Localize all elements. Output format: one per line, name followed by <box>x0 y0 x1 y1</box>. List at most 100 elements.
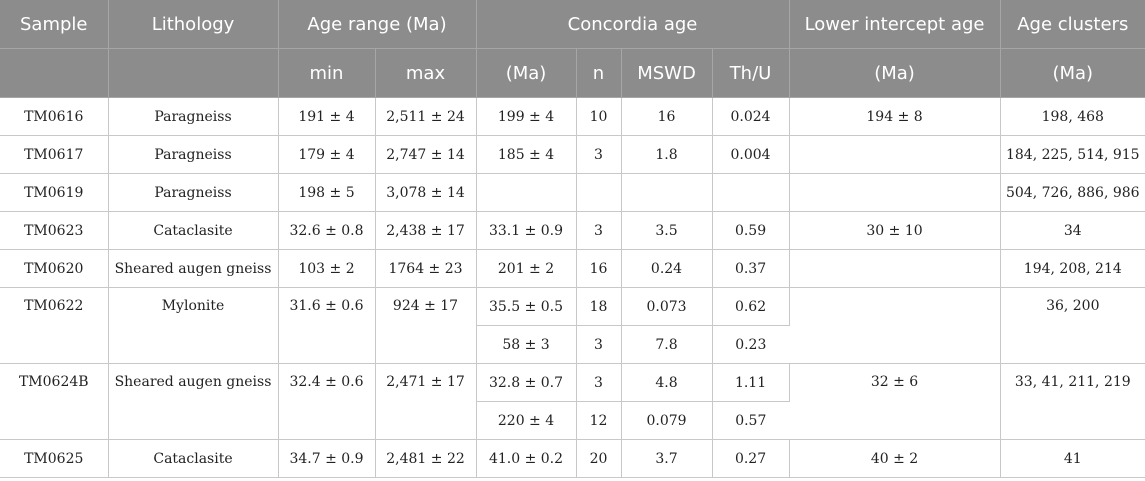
cell-age-clusters: 184, 225, 514, 915 <box>1000 135 1145 174</box>
cell-lower-intercept: 194 ± 8 <box>789 97 1001 136</box>
cell-concordia-age: 32.8 ± 0.7 <box>476 363 577 402</box>
cell-age-clusters: 198, 468 <box>1000 97 1145 136</box>
cell-concordia-age: 58 ± 3 <box>476 325 577 364</box>
cell-n: 12 <box>576 401 622 440</box>
subheader-th-u: Th/U <box>712 48 790 98</box>
cell-sample: TM0622 <box>0 287 109 364</box>
cell-th-u: 0.59 <box>712 211 790 250</box>
cell-age-min: 32.4 ± 0.6 <box>278 363 376 440</box>
cell-concordia-age: 41.0 ± 0.2 <box>476 439 577 478</box>
cell-mswd: 0.079 <box>621 401 713 440</box>
cell-n: 3 <box>576 325 622 364</box>
cell-mswd: 0.24 <box>621 249 713 288</box>
cell-lithology: Mylonite <box>108 287 279 364</box>
cell-th-u: 0.37 <box>712 249 790 288</box>
cell-sample: TM0620 <box>0 249 109 288</box>
cell-age-clusters: 33, 41, 211, 219 <box>1000 363 1145 440</box>
cell-n <box>576 173 622 212</box>
cell-mswd: 4.8 <box>621 363 713 402</box>
cell-age-clusters: 41 <box>1000 439 1145 478</box>
cell-mswd <box>621 173 713 212</box>
subheader-lithology-empty <box>108 48 279 98</box>
cell-lithology: Paragneiss <box>108 173 279 212</box>
subheader-sample-empty <box>0 48 109 98</box>
cell-concordia-age: 35.5 ± 0.5 <box>476 287 577 326</box>
cell-concordia-age: 185 ± 4 <box>476 135 577 174</box>
header-concordia-age: Concordia age <box>476 0 790 49</box>
cell-th-u: 1.11 <box>712 363 790 402</box>
table-row: TM0625 Cataclasite 34.7 ± 0.9 2,481 ± 22… <box>0 439 1145 478</box>
cell-n: 3 <box>576 135 622 174</box>
header-sample: Sample <box>0 0 109 49</box>
table-row: TM0616 Paragneiss 191 ± 4 2,511 ± 24 199… <box>0 97 1145 136</box>
subheader-n: n <box>576 48 622 98</box>
cell-age-min: 34.7 ± 0.9 <box>278 439 376 478</box>
cell-sample: TM0619 <box>0 173 109 212</box>
cell-sample: TM0624B <box>0 363 109 440</box>
subheader-concordia-unit: (Ma) <box>476 48 577 98</box>
cell-lower-intercept <box>789 135 1001 174</box>
table-row: 220 ± 4 12 0.079 0.57 <box>0 401 1145 440</box>
table-row: TM0620 Sheared augen gneiss 103 ± 2 1764… <box>0 249 1145 288</box>
cell-n: 3 <box>576 363 622 402</box>
cell-age-max: 924 ± 17 <box>375 287 477 364</box>
cell-sample: TM0625 <box>0 439 109 478</box>
cell-concordia-age <box>476 173 577 212</box>
header-lithology: Lithology <box>108 0 279 49</box>
cell-th-u: 0.62 <box>712 287 790 326</box>
header-row-2: min max (Ma) n MSWD Th/U (Ma) (Ma) <box>0 48 1145 98</box>
subheader-max: max <box>375 48 477 98</box>
cell-mswd: 1.8 <box>621 135 713 174</box>
cell-lower-intercept: 40 ± 2 <box>789 439 1001 478</box>
cell-mswd: 3.7 <box>621 439 713 478</box>
header-age-range: Age range (Ma) <box>278 0 477 49</box>
cell-th-u: 0.024 <box>712 97 790 136</box>
header-row-1: Sample Lithology Age range (Ma) Concordi… <box>0 0 1145 49</box>
cell-age-min: 103 ± 2 <box>278 249 376 288</box>
cell-age-max: 2,438 ± 17 <box>375 211 477 250</box>
cell-sample: TM0623 <box>0 211 109 250</box>
cell-th-u <box>712 173 790 212</box>
cell-n: 18 <box>576 287 622 326</box>
cell-mswd: 16 <box>621 97 713 136</box>
cell-age-min: 191 ± 4 <box>278 97 376 136</box>
cell-lithology: Paragneiss <box>108 97 279 136</box>
cell-th-u: 0.23 <box>712 325 790 364</box>
cell-lower-intercept: 32 ± 6 <box>789 363 1001 440</box>
cell-sample: TM0616 <box>0 97 109 136</box>
cell-age-min: 179 ± 4 <box>278 135 376 174</box>
subheader-lower-intercept-unit: (Ma) <box>789 48 1001 98</box>
cell-n: 20 <box>576 439 622 478</box>
cell-mswd: 0.073 <box>621 287 713 326</box>
cell-concordia-age: 220 ± 4 <box>476 401 577 440</box>
cell-lower-intercept <box>789 287 1001 364</box>
cell-th-u: 0.004 <box>712 135 790 174</box>
cell-concordia-age: 201 ± 2 <box>476 249 577 288</box>
subheader-min: min <box>278 48 376 98</box>
table-row: TM0623 Cataclasite 32.6 ± 0.8 2,438 ± 17… <box>0 211 1145 250</box>
cell-age-clusters: 34 <box>1000 211 1145 250</box>
table-row: TM0624B Sheared augen gneiss 32.4 ± 0.6 … <box>0 363 1145 440</box>
cell-sample: TM0617 <box>0 135 109 174</box>
cell-age-max: 1764 ± 23 <box>375 249 477 288</box>
cell-lower-intercept <box>789 173 1001 212</box>
cell-age-min: 198 ± 5 <box>278 173 376 212</box>
cell-n: 16 <box>576 249 622 288</box>
table-row: TM0622 Mylonite 31.6 ± 0.6 924 ± 17 35.5… <box>0 287 1145 364</box>
cell-lithology: Sheared augen gneiss <box>108 249 279 288</box>
subheader-age-clusters-unit: (Ma) <box>1000 48 1145 98</box>
subheader-mswd: MSWD <box>621 48 713 98</box>
cell-lithology: Cataclasite <box>108 439 279 478</box>
cell-mswd: 7.8 <box>621 325 713 364</box>
table-row: TM0619 Paragneiss 198 ± 5 3,078 ± 14 504… <box>0 173 1145 212</box>
cell-age-min: 32.6 ± 0.8 <box>278 211 376 250</box>
cell-age-max: 3,078 ± 14 <box>375 173 477 212</box>
cell-n: 3 <box>576 211 622 250</box>
table-row: TM0617 Paragneiss 179 ± 4 2,747 ± 14 185… <box>0 135 1145 174</box>
cell-age-clusters: 194, 208, 214 <box>1000 249 1145 288</box>
table-row: 58 ± 3 3 7.8 0.23 <box>0 325 1145 364</box>
header-age-clusters: Age clusters <box>1000 0 1145 49</box>
cell-lower-intercept <box>789 249 1001 288</box>
cell-age-clusters: 504, 726, 886, 986 <box>1000 173 1145 212</box>
